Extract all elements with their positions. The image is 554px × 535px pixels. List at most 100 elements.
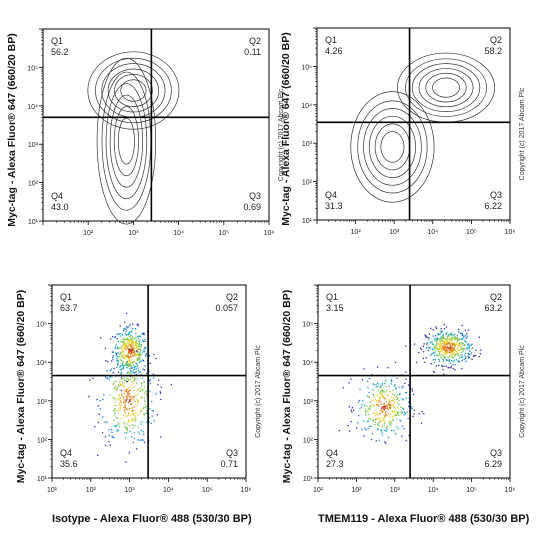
event-dot <box>125 436 127 439</box>
event-dot <box>382 397 384 399</box>
event-dot <box>140 373 143 376</box>
event-dot <box>128 360 131 362</box>
event-dot <box>146 412 148 414</box>
quadrant-name-q2: Q2 <box>490 35 502 45</box>
event-dot <box>366 405 368 407</box>
event-dot <box>438 354 440 356</box>
event-dot <box>383 419 385 421</box>
event-dot <box>119 366 121 368</box>
event-dot <box>126 334 128 336</box>
event-dot <box>401 412 403 415</box>
event-dot <box>138 352 140 354</box>
event-dot <box>388 385 390 387</box>
event-dot <box>125 379 128 381</box>
event-dot <box>446 359 448 362</box>
event-dot <box>125 390 127 393</box>
event-dot <box>110 368 113 370</box>
event-dot <box>121 346 124 348</box>
event-dot <box>393 409 395 412</box>
event-dot <box>387 426 389 428</box>
event-dot <box>131 340 133 342</box>
event-dot <box>439 333 442 335</box>
event-dot <box>128 414 130 416</box>
event-dot <box>445 332 448 335</box>
event-dot <box>444 349 446 351</box>
event-dot <box>450 350 452 352</box>
x-tick-label: 10³ <box>389 229 400 236</box>
event-dot <box>130 334 132 336</box>
event-dot <box>480 349 482 351</box>
event-dot <box>133 380 136 382</box>
event-dot <box>143 348 145 351</box>
event-dot <box>143 334 145 336</box>
event-dot <box>123 339 125 342</box>
event-dot <box>392 389 394 391</box>
copyright-text: Copyright (c) 2017 Abcam Plc <box>519 87 526 180</box>
event-dot <box>133 399 135 401</box>
event-dot <box>143 386 146 388</box>
event-dot <box>135 355 137 357</box>
event-dot <box>384 398 387 400</box>
event-dot <box>446 347 448 349</box>
event-dot <box>372 389 374 391</box>
event-dot <box>353 409 355 412</box>
event-dot <box>138 342 141 344</box>
event-dot <box>141 439 143 441</box>
y-tick-label: 10⁵ <box>301 64 312 71</box>
event-dot <box>155 357 157 360</box>
event-dot <box>431 348 433 350</box>
event-dot <box>380 409 382 411</box>
event-dot <box>440 348 443 350</box>
event-dot <box>123 401 125 403</box>
event-dot <box>456 338 459 340</box>
event-dot <box>108 434 110 437</box>
event-dot <box>137 439 139 441</box>
event-dot <box>458 360 461 363</box>
event-dot <box>113 409 116 412</box>
event-dot <box>135 425 137 427</box>
event-dot <box>159 391 161 393</box>
event-dot <box>376 414 379 416</box>
event-dot <box>129 348 132 351</box>
event-dot <box>136 365 138 368</box>
event-dot <box>129 324 131 326</box>
event-dot <box>376 424 379 426</box>
event-dot <box>378 405 380 407</box>
event-dot <box>125 427 128 429</box>
event-dot <box>120 377 123 379</box>
event-dot <box>124 364 126 366</box>
event-dot <box>428 346 430 348</box>
event-dot <box>131 367 134 369</box>
event-dot <box>127 394 129 396</box>
event-dot <box>461 368 463 370</box>
event-dot <box>130 346 133 348</box>
event-dot <box>94 425 96 428</box>
event-dot <box>422 351 425 353</box>
event-dot <box>145 409 148 412</box>
event-dot <box>424 334 426 336</box>
y-tick-label: 10⁵ <box>27 65 38 72</box>
event-dot <box>124 411 126 413</box>
event-dot <box>428 347 431 349</box>
quadrant-name-q1: Q1 <box>325 35 337 45</box>
event-dot <box>379 420 381 422</box>
event-dot <box>138 335 140 337</box>
event-dot <box>140 344 142 346</box>
event-dot <box>122 368 124 370</box>
event-dot <box>126 381 128 383</box>
event-dot <box>357 414 360 417</box>
event-dot <box>133 389 135 391</box>
event-dot <box>438 342 440 345</box>
event-dot <box>452 352 454 355</box>
event-dot <box>372 412 374 414</box>
event-dot <box>455 338 457 340</box>
event-dot <box>392 404 394 406</box>
event-dot <box>120 351 122 353</box>
event-dot <box>129 370 131 372</box>
event-dot <box>127 338 130 340</box>
event-dot <box>131 344 133 346</box>
event-dot <box>118 394 121 396</box>
event-dot <box>124 348 126 350</box>
event-dot <box>133 406 135 408</box>
event-dot <box>112 382 115 385</box>
